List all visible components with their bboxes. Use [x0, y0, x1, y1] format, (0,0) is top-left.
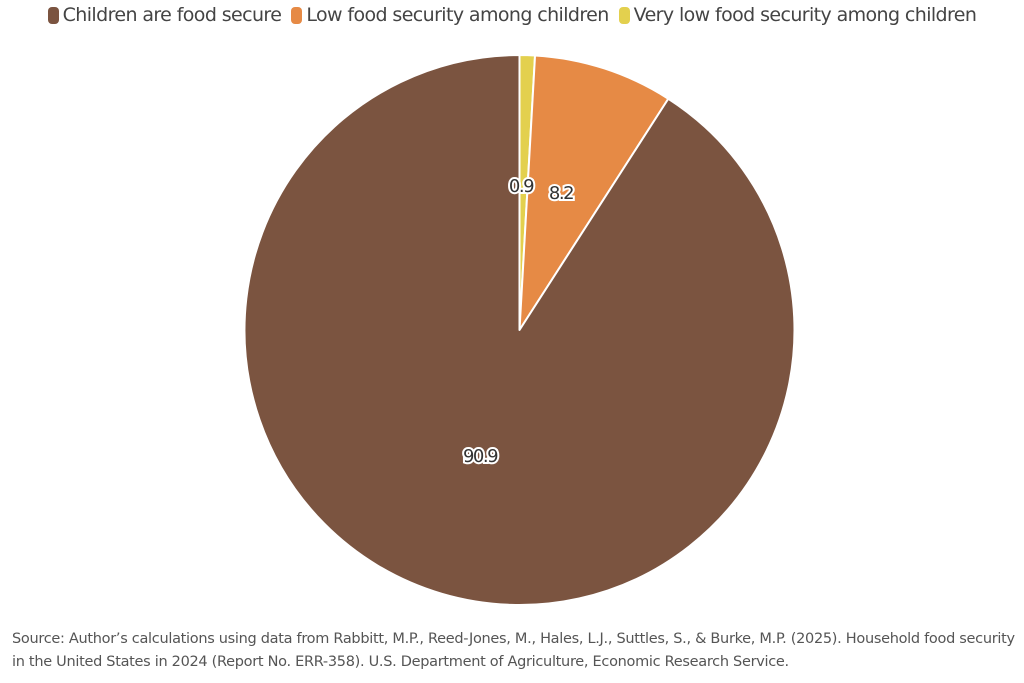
legend-label: Very low food security among children [633, 4, 977, 26]
legend-swatch [618, 6, 630, 24]
legend-label: Children are food secure [62, 4, 282, 26]
source-note: Source: Author’s calculations using data… [12, 628, 1022, 674]
legend-item-food-secure[interactable]: Children are food secure [47, 4, 282, 26]
source-line-2: in the United States in 2024 (Report No.… [12, 654, 789, 670]
legend-item-very-low-food-security[interactable]: Very low food security among children [618, 4, 977, 26]
source-line-1: Source: Author’s calculations using data… [12, 631, 1015, 647]
data-label: 0.9 [509, 176, 534, 197]
slice-low-food-security[interactable] [518, 54, 670, 331]
legend-label: Low food security among children [306, 4, 609, 26]
legend-swatch [47, 6, 59, 24]
legend-item-low-food-security[interactable]: Low food security among children [291, 4, 609, 26]
chart-legend: Children are food secure Low food securi… [0, 4, 1024, 26]
data-label: 90.9 [463, 446, 498, 467]
slice-food-secure[interactable] [243, 54, 796, 606]
legend-swatch [291, 6, 303, 24]
data-label: 8.2 [549, 183, 573, 204]
